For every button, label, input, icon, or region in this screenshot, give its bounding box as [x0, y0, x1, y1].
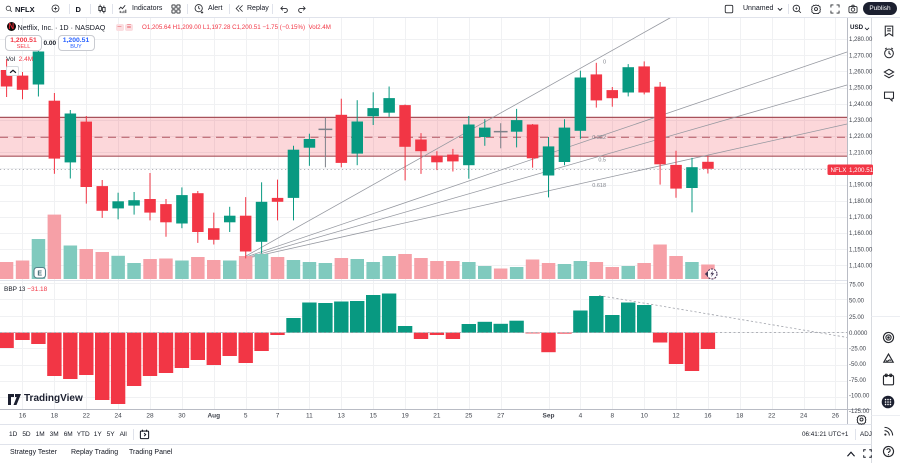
- svg-text:16: 16: [19, 413, 27, 420]
- svg-text:22: 22: [83, 413, 91, 420]
- svg-text:-100.00: -100.00: [849, 394, 870, 400]
- svg-text:19: 19: [401, 413, 409, 420]
- svg-text:4: 4: [579, 413, 583, 420]
- svg-text:25: 25: [465, 413, 473, 420]
- svg-text:Aug: Aug: [207, 413, 220, 420]
- svg-text:1,220.00: 1,220.00: [849, 134, 873, 140]
- svg-text:24: 24: [114, 413, 122, 420]
- svg-text:1,180.00: 1,180.00: [849, 199, 873, 205]
- svg-text:7: 7: [276, 413, 280, 420]
- svg-text:8: 8: [610, 413, 614, 420]
- svg-text:1,250.00: 1,250.00: [849, 86, 873, 92]
- svg-text:0: 0: [603, 60, 606, 66]
- svg-text:1,190.00: 1,190.00: [849, 183, 873, 189]
- svg-text:0.5: 0.5: [598, 158, 606, 164]
- svg-text:1,170.00: 1,170.00: [849, 215, 873, 221]
- svg-text:30: 30: [178, 413, 186, 420]
- svg-text:-25.00: -25.00: [849, 347, 867, 353]
- svg-text:-75.00: -75.00: [849, 378, 867, 384]
- svg-text:13: 13: [338, 413, 346, 420]
- svg-text:25.00: 25.00: [849, 315, 865, 321]
- svg-text:12: 12: [672, 413, 680, 420]
- svg-text:-50.00: -50.00: [849, 362, 867, 368]
- svg-text:18: 18: [51, 413, 59, 420]
- svg-text:10: 10: [641, 413, 649, 420]
- svg-text:18: 18: [736, 413, 744, 420]
- svg-text:1,240.00: 1,240.00: [849, 102, 873, 108]
- svg-text:1,150.00: 1,150.00: [849, 247, 873, 253]
- svg-text:27: 27: [497, 413, 505, 420]
- svg-text:-125.00: -125.00: [849, 409, 870, 415]
- svg-text:NFLX: NFLX: [831, 167, 847, 174]
- svg-text:1,160.00: 1,160.00: [849, 231, 873, 237]
- svg-text:5: 5: [244, 413, 248, 420]
- svg-text:0.382: 0.382: [592, 135, 606, 141]
- svg-text:21: 21: [433, 413, 441, 420]
- svg-text:26: 26: [832, 413, 840, 420]
- svg-text:1,230.00: 1,230.00: [849, 118, 873, 124]
- svg-text:1,210.00: 1,210.00: [849, 150, 873, 156]
- svg-text:1,270.00: 1,270.00: [849, 53, 873, 59]
- svg-text:1,200.51: 1,200.51: [849, 167, 874, 174]
- svg-text:1,280.00: 1,280.00: [849, 37, 873, 43]
- svg-text:1,140.00: 1,140.00: [849, 264, 873, 270]
- svg-text:0.0000: 0.0000: [849, 331, 868, 337]
- svg-text:0.618: 0.618: [592, 183, 606, 189]
- svg-text:16: 16: [704, 413, 712, 420]
- svg-text:50.00: 50.00: [849, 299, 865, 305]
- svg-text:24: 24: [800, 413, 808, 420]
- svg-text:28: 28: [146, 413, 154, 420]
- svg-text:E: E: [37, 271, 42, 278]
- svg-text:11: 11: [306, 413, 313, 420]
- svg-text:75.00: 75.00: [849, 283, 865, 289]
- svg-text:15: 15: [370, 413, 378, 420]
- svg-text:1,260.00: 1,260.00: [849, 70, 873, 76]
- svg-text:22: 22: [768, 413, 776, 420]
- svg-text:Sep: Sep: [543, 413, 555, 420]
